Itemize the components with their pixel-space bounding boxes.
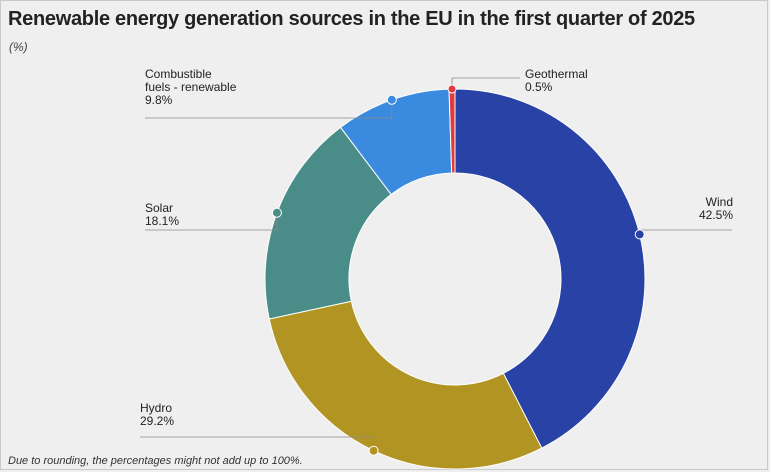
leader-dot xyxy=(368,445,379,456)
leader-dot xyxy=(271,207,282,218)
leader-line xyxy=(451,77,520,90)
slice-name-label: Combustible xyxy=(145,67,212,81)
chart-unit: (%) xyxy=(9,40,28,54)
leader-line xyxy=(639,229,732,235)
leader-line xyxy=(145,212,278,231)
footnote: Due to rounding, the percentages might n… xyxy=(8,455,303,467)
slice-name-label: Wind xyxy=(706,195,733,209)
chart-title: Renewable energy generation sources in t… xyxy=(8,8,695,30)
slice-name-label: Hydro xyxy=(140,401,172,415)
slice-value-label: 9.8% xyxy=(145,93,173,107)
slice-value-label: 29.2% xyxy=(140,414,174,428)
slice-wind xyxy=(454,88,646,449)
slice-name-label: fuels - renewable xyxy=(145,80,237,94)
slice-value-label: 0.5% xyxy=(525,80,553,94)
slice-hydro xyxy=(268,300,543,470)
slice-name-label: Geothermal xyxy=(525,67,588,81)
leader-dot xyxy=(386,94,397,105)
leader-dot xyxy=(634,229,645,240)
slice-value-label: 42.5% xyxy=(699,208,733,222)
slice-value-label: 18.1% xyxy=(145,214,179,228)
leader-line xyxy=(140,436,375,451)
leader-line xyxy=(145,99,393,119)
slice-name-label: Solar xyxy=(145,201,173,215)
leader-dot xyxy=(447,84,457,94)
